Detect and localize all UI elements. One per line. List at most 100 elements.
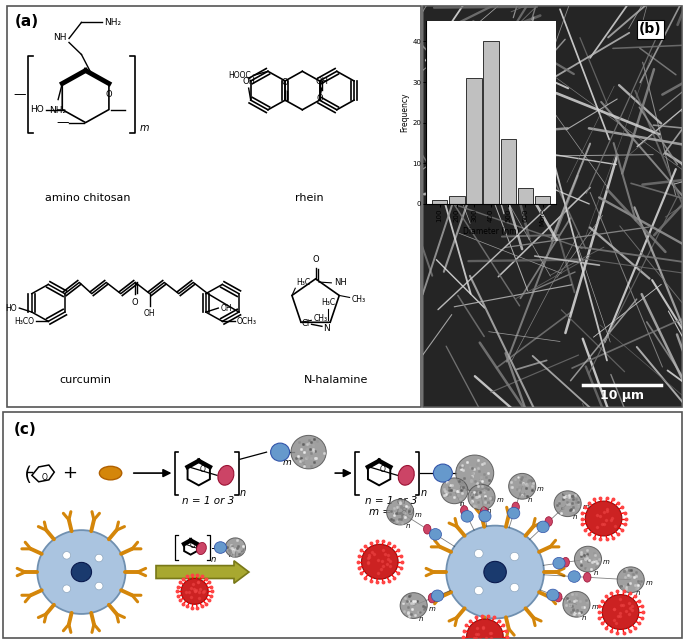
Text: m: m [646,580,653,586]
Text: ): ) [21,463,29,482]
Text: m: m [582,504,589,510]
Text: m: m [603,560,610,565]
Text: n: n [460,501,464,507]
Text: O: O [105,90,112,99]
Text: m: m [497,497,503,503]
Circle shape [563,592,590,617]
Circle shape [468,485,495,510]
Text: Cl: Cl [301,319,310,328]
Text: N: N [323,324,330,333]
Text: (b): (b) [639,22,662,37]
Circle shape [537,521,549,533]
Circle shape [553,558,565,569]
Text: amino chitosan: amino chitosan [45,193,130,203]
Ellipse shape [512,502,519,512]
Circle shape [547,589,559,601]
Text: 10 μm: 10 μm [600,388,644,401]
Bar [3,412,682,638]
Circle shape [510,553,519,561]
Text: curcumin: curcumin [60,375,112,385]
Circle shape [95,582,103,590]
Bar [535,196,550,204]
Circle shape [617,567,645,593]
Ellipse shape [460,506,468,515]
Circle shape [508,507,520,519]
Text: O: O [199,465,205,474]
Text: n: n [582,615,586,620]
Ellipse shape [398,465,414,485]
Circle shape [400,593,427,619]
Text: m = 180: m = 180 [369,507,414,517]
Text: rhein: rhein [295,193,324,203]
Circle shape [568,570,580,583]
Bar [466,78,482,204]
Text: CH₃: CH₃ [314,314,327,323]
Circle shape [479,510,491,522]
Circle shape [446,526,544,619]
Text: m: m [469,491,476,497]
Circle shape [271,443,290,461]
Text: n = 1 or 3: n = 1 or 3 [365,495,417,506]
Text: O: O [282,78,288,87]
Text: +: + [62,465,77,483]
Circle shape [602,595,639,629]
Text: O: O [312,255,319,264]
Text: m: m [429,606,436,612]
Circle shape [71,562,92,581]
Circle shape [291,435,326,469]
Text: O: O [41,473,47,482]
Bar [432,200,447,204]
Text: n: n [527,497,532,503]
Text: n: n [406,522,410,529]
Circle shape [181,578,208,604]
Circle shape [441,478,468,504]
Text: n: n [421,488,427,498]
Ellipse shape [428,593,436,603]
Circle shape [475,587,483,595]
Ellipse shape [99,466,122,480]
Text: NH₂: NH₂ [49,106,66,115]
Text: n: n [240,488,246,498]
Text: (a): (a) [15,14,39,29]
Text: OH: OH [242,77,255,86]
Circle shape [225,538,245,557]
Circle shape [484,562,506,583]
Text: OH: OH [221,304,232,313]
Circle shape [429,529,442,540]
Text: NH₂: NH₂ [104,18,121,27]
Text: —: — [13,88,25,101]
Circle shape [461,511,473,522]
Circle shape [434,464,452,482]
Text: O: O [190,541,196,550]
Text: N-halamine: N-halamine [304,375,369,385]
Circle shape [362,544,398,579]
Text: n: n [211,554,216,563]
Text: m: m [229,550,236,559]
Text: m: m [537,487,544,492]
Text: m: m [459,485,468,494]
Text: H₃CO: H₃CO [14,317,34,326]
Circle shape [575,546,601,572]
Text: OCH₃: OCH₃ [237,317,257,326]
Ellipse shape [584,572,591,582]
Circle shape [456,455,494,491]
Circle shape [475,549,483,558]
Ellipse shape [197,542,206,554]
Text: O: O [316,94,323,103]
Text: NH: NH [53,33,67,42]
Circle shape [432,590,444,601]
Text: O: O [380,465,386,474]
Circle shape [509,474,536,499]
Circle shape [63,585,71,592]
Ellipse shape [423,524,431,534]
Ellipse shape [480,507,488,517]
Ellipse shape [218,465,234,485]
Circle shape [554,491,581,517]
Text: n: n [573,514,577,520]
Text: —: — [57,116,69,129]
Y-axis label: Frequency: Frequency [401,93,410,132]
Text: HO: HO [30,105,44,114]
Ellipse shape [562,558,569,567]
Text: O: O [132,297,138,306]
Circle shape [63,551,71,559]
